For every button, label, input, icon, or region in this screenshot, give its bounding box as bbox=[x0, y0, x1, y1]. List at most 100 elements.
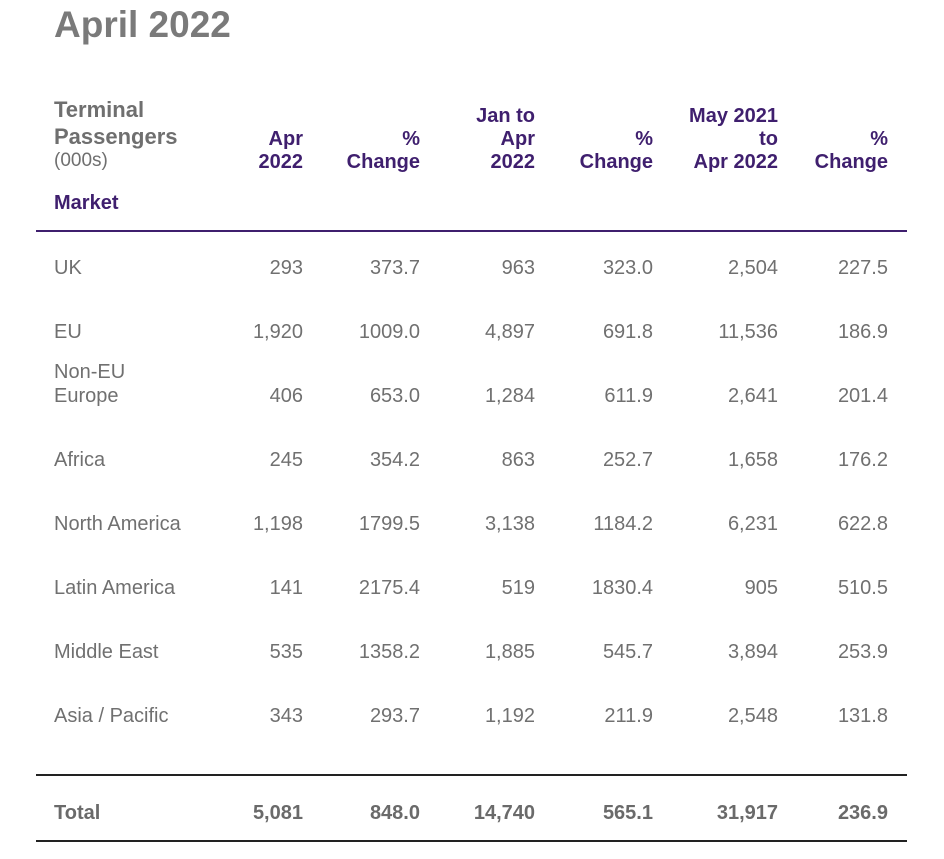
market-label: Latin America bbox=[54, 576, 175, 600]
table-cell: 6,231 bbox=[727, 513, 778, 535]
total-value: 848.0 bbox=[369, 802, 420, 824]
col-header-line: Apr bbox=[500, 128, 535, 150]
table-cell: 1358.2 bbox=[358, 641, 420, 663]
market-label: Middle East bbox=[54, 640, 159, 664]
table-cell: 1,284 bbox=[484, 385, 535, 407]
table-cell: 176.2 bbox=[837, 449, 888, 471]
market-label-line: Asia / Pacific bbox=[54, 705, 169, 727]
market-label-line: EU bbox=[54, 321, 82, 343]
market-label-line: Europe bbox=[54, 385, 119, 407]
table-cell: 1184.2 bbox=[593, 513, 653, 535]
total-label: Total bbox=[54, 802, 101, 824]
table-cell: 2,504 bbox=[727, 257, 778, 279]
table-cell: 252.7 bbox=[602, 449, 653, 471]
table-cell: 186.9 bbox=[837, 321, 888, 343]
table-cell: 510.5 bbox=[837, 577, 888, 599]
table-row: Non-EU Europe 406 653.0 1,284 611.9 2,641 201.4 bbox=[0, 361, 944, 434]
col-header-jan-apr-2022: Jan to Apr 2022 bbox=[435, 105, 535, 174]
market-label-line: North America bbox=[54, 513, 181, 535]
total-value: 236.9 bbox=[837, 802, 888, 824]
table-cell: 293.7 bbox=[369, 705, 420, 727]
table-cell: 691.8 bbox=[602, 321, 653, 343]
table-cell: 141 bbox=[269, 577, 303, 599]
table-cell: 905 bbox=[744, 577, 778, 599]
col-header-line: % bbox=[870, 128, 888, 150]
table-row: Latin America 141 2175.4 519 1830.4 905 510.5 bbox=[0, 576, 944, 626]
page-title: April 2022 bbox=[54, 4, 231, 45]
market-label: EU bbox=[54, 320, 82, 344]
market-label: Africa bbox=[54, 448, 105, 472]
table-cell: 1,198 bbox=[252, 513, 303, 535]
col-header-line: May 2021 bbox=[689, 105, 778, 127]
table-cell: 611.9 bbox=[604, 385, 653, 407]
col-header-line: % bbox=[402, 128, 420, 150]
total-value: 14,740 bbox=[473, 802, 535, 824]
col-header-line: Jan to bbox=[476, 105, 535, 127]
total-value: 5,081 bbox=[252, 802, 303, 824]
market-label: Non-EU Europe bbox=[54, 360, 125, 408]
col-header-line: 2022 bbox=[490, 151, 536, 173]
market-header: Market bbox=[54, 192, 119, 214]
col-header-line: Apr bbox=[268, 128, 303, 150]
table-cell: 227.5 bbox=[837, 257, 888, 279]
table-cell: 211.9 bbox=[604, 705, 653, 727]
table-row: Asia / Pacific 343 293.7 1,192 211.9 2,548 131… bbox=[0, 704, 944, 754]
table-cell: 11,536 bbox=[718, 321, 778, 343]
table-row: EU 1,920 1009.0 4,897 691.8 11,536 186.9 bbox=[0, 320, 944, 370]
table-cell: 343 bbox=[269, 705, 303, 727]
table-cell: 963 bbox=[501, 257, 535, 279]
table-cell: 406 bbox=[269, 385, 303, 407]
label-line-1: Terminal bbox=[54, 97, 145, 122]
table-cell: 2,641 bbox=[727, 385, 778, 407]
col-header-rolling-12m: May 2021 to Apr 2022 bbox=[650, 105, 778, 174]
total-value: 31,917 bbox=[716, 802, 778, 824]
table-cell: 519 bbox=[501, 577, 535, 599]
table-cell: 3,894 bbox=[727, 641, 778, 663]
table-cell: 622.8 bbox=[837, 513, 888, 535]
col-header-line: 2022 bbox=[258, 151, 304, 173]
table-cell: 1,885 bbox=[484, 641, 535, 663]
table-row: Middle East 535 1358.2 1,885 545.7 3,894 253.9 bbox=[0, 640, 944, 690]
table-row: UK 293 373.7 963 323.0 2,504 227.5 bbox=[0, 256, 944, 306]
table-cell: 253.9 bbox=[837, 641, 888, 663]
col-header-line: Change bbox=[346, 151, 420, 173]
col-header-line: % bbox=[635, 128, 653, 150]
table-cell: 201.4 bbox=[837, 385, 888, 407]
total-divider-bottom bbox=[36, 840, 907, 842]
market-label-line: Middle East bbox=[54, 641, 159, 663]
market-label-line: Africa bbox=[54, 449, 106, 471]
col-header-ytd-change: % Change bbox=[533, 128, 653, 174]
table-cell: 323.0 bbox=[602, 257, 653, 279]
table-cell: 535 bbox=[269, 641, 303, 663]
market-label-line: UK bbox=[54, 257, 82, 279]
col-header-line: to bbox=[759, 128, 778, 150]
table-cell: 863 bbox=[501, 449, 535, 471]
table-cell: 545.7 bbox=[602, 641, 653, 663]
table-cell: 2,548 bbox=[727, 705, 778, 727]
market-label: Asia / Pacific bbox=[54, 704, 168, 728]
market-label: UK bbox=[54, 256, 82, 280]
market-label-line: Latin America bbox=[54, 577, 176, 599]
table-cell: 293 bbox=[269, 257, 303, 279]
col-header-apr-2022: Apr 2022 bbox=[203, 128, 304, 174]
table-cell: 131.8 bbox=[837, 705, 888, 727]
label-unit: (000s) bbox=[54, 150, 108, 171]
market-label-line: Non-EU bbox=[54, 361, 126, 383]
col-header-line: Change bbox=[579, 151, 653, 173]
table-row: Africa 245 354.2 863 252.7 1,658 176.2 bbox=[0, 448, 944, 498]
table-cell: 653.0 bbox=[369, 385, 420, 407]
col-header-line: Change bbox=[814, 151, 888, 173]
label-line-2: Passengers bbox=[54, 124, 178, 149]
table-row: North America 1,198 1799.5 3,138 1184.2 6,231… bbox=[0, 512, 944, 562]
table-cell: 1830.4 bbox=[591, 577, 653, 599]
table-cell: 1,658 bbox=[727, 449, 778, 471]
header-divider bbox=[36, 230, 907, 232]
table-cell: 373.7 bbox=[369, 257, 420, 279]
total-value: 565.1 bbox=[602, 802, 653, 824]
table-cell: 1799.5 bbox=[358, 513, 420, 535]
col-header-apr-change: % Change bbox=[300, 128, 420, 174]
market-label: North America bbox=[54, 512, 181, 536]
table-cell: 1,192 bbox=[484, 705, 535, 727]
total-row: Total 5,081 848.0 14,740 565.1 31,917 23… bbox=[0, 801, 944, 851]
table-cell: 245 bbox=[269, 449, 303, 471]
